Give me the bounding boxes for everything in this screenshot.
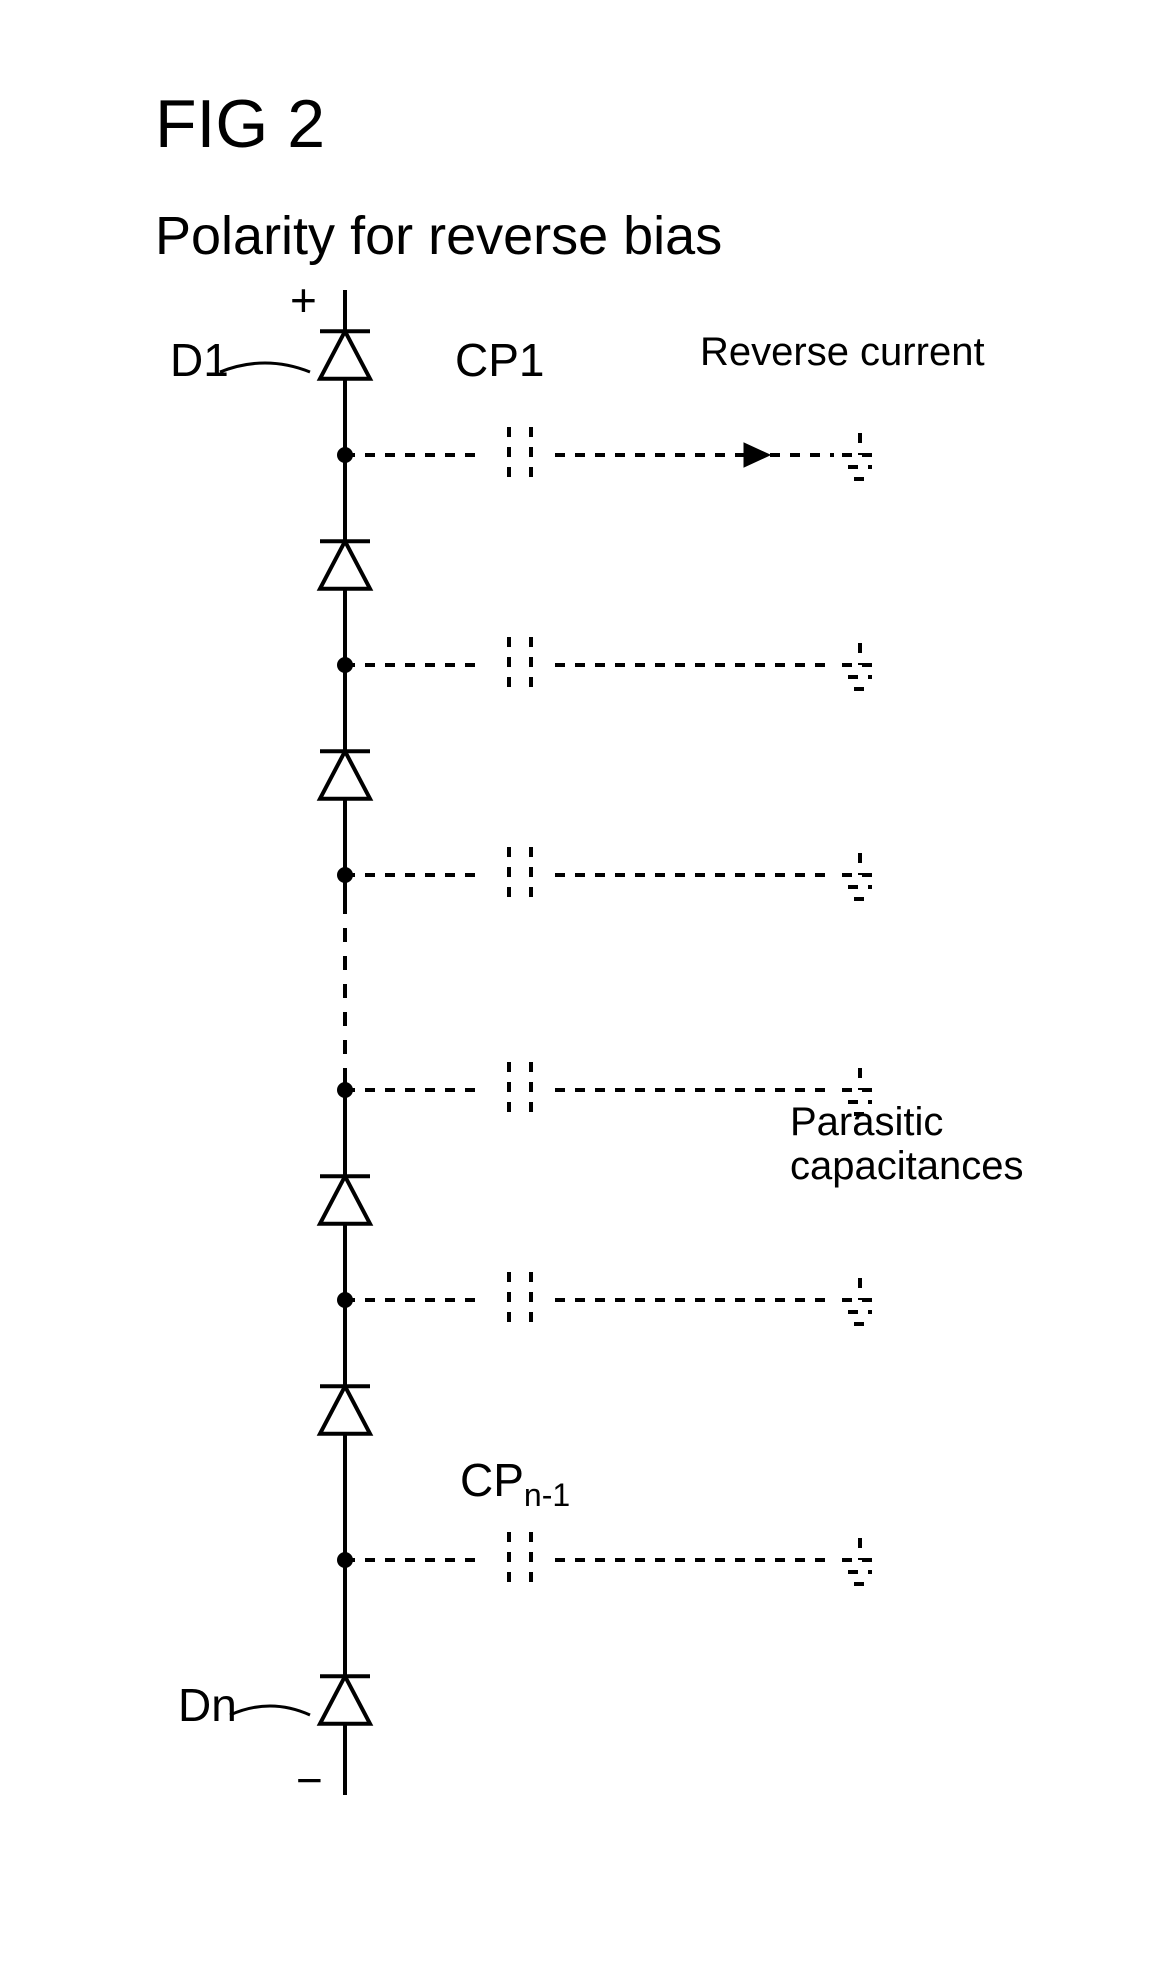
circuit-diagram [0, 0, 1175, 1979]
figure-page: FIG 2 Polarity for reverse bias + − D1 D… [0, 0, 1175, 1979]
